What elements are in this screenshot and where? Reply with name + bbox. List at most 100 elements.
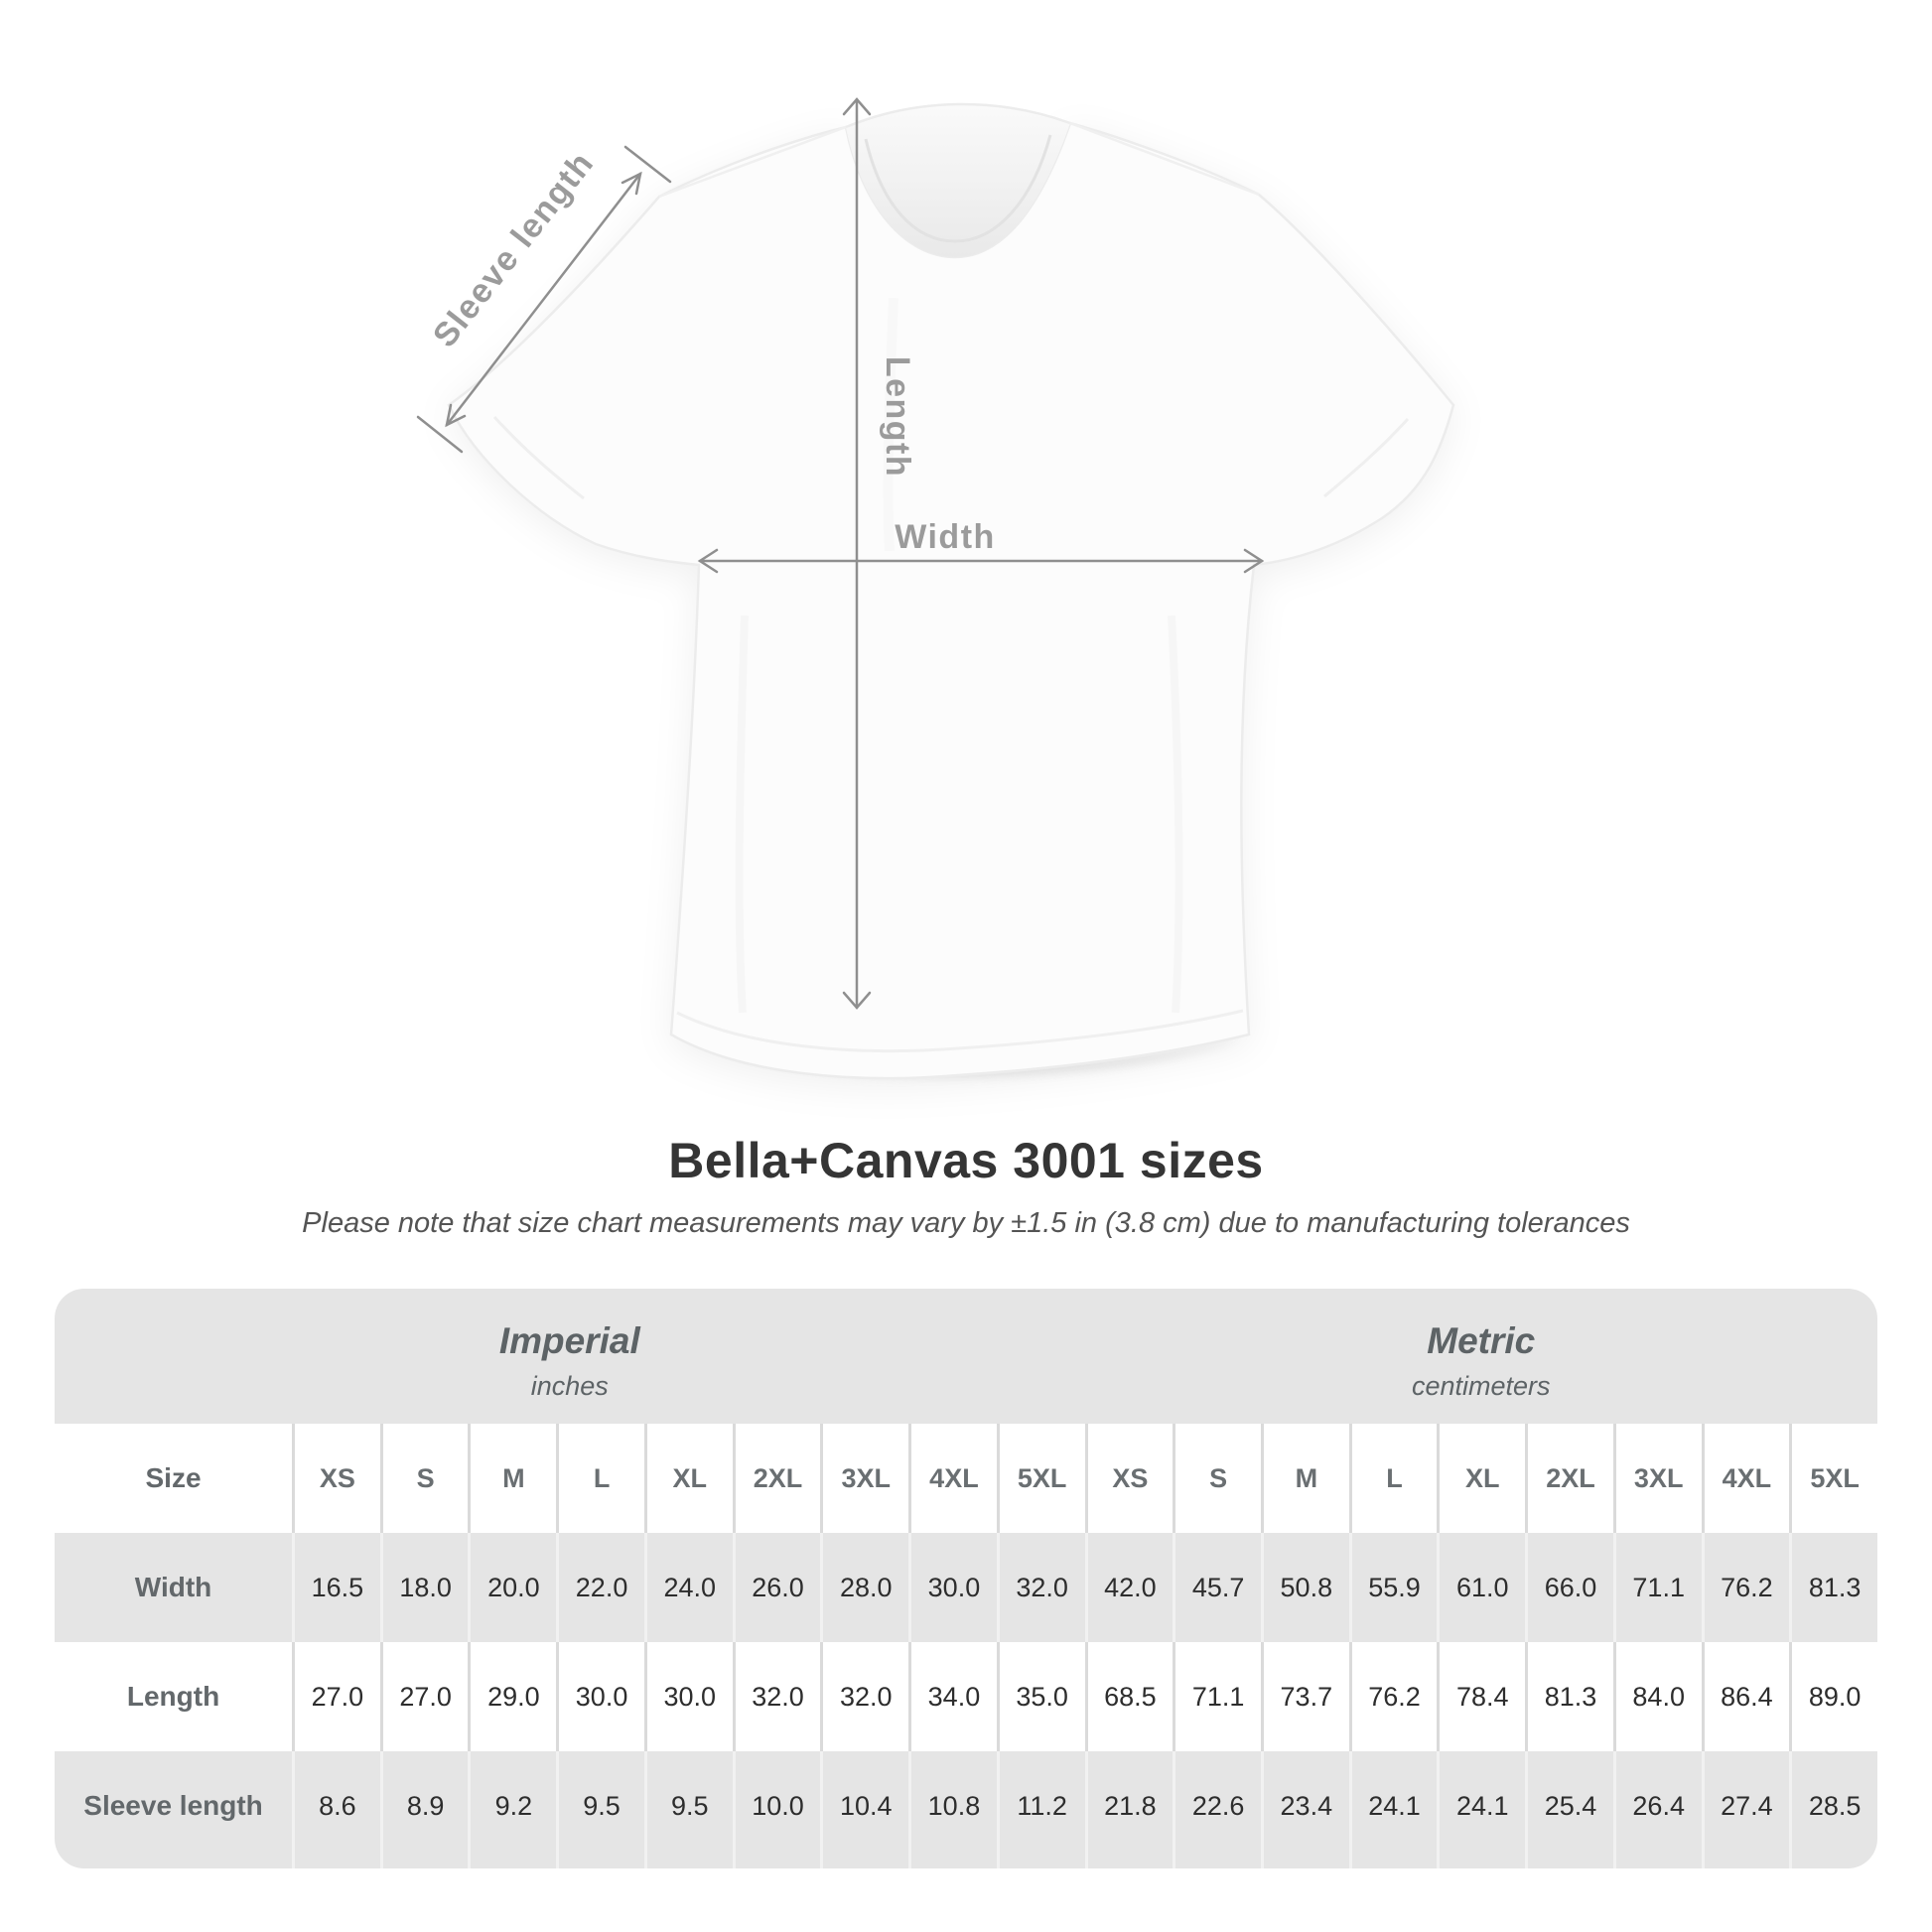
length-metric-s: 71.1 (1173, 1642, 1261, 1751)
metric-size-s: S (1173, 1424, 1261, 1533)
row-label-width: Width (134, 1572, 212, 1602)
tshirt-left-cuff-fold (492, 415, 585, 500)
width-imperial-5xl: 32.0 (996, 1533, 1085, 1642)
metric-unit: centimeters (1411, 1371, 1551, 1401)
sleeve-length-arrow (416, 145, 672, 454)
sleeve-metric-xl: 24.1 (1437, 1751, 1525, 1868)
imperial-size-xs: XS (292, 1424, 380, 1533)
size-table: Imperial inches Metric centimeters Size … (55, 1289, 1877, 1868)
length-metric-5xl: 89.0 (1789, 1642, 1877, 1751)
row-label-sleeve-length: Sleeve length (83, 1790, 263, 1821)
metric-size-2xl: 2XL (1525, 1424, 1613, 1533)
sleeve-imperial-xl: 9.5 (643, 1751, 733, 1868)
page-title: Bella+Canvas 3001 sizes (668, 1133, 1264, 1188)
sleeve-imperial-2xl: 10.0 (732, 1751, 821, 1868)
table-row-sleeve-length: Sleeve length 8.6 8.9 9.2 9.5 9.5 10.0 1… (55, 1751, 1877, 1868)
sleeve-imperial-xs: 8.6 (292, 1751, 380, 1868)
metric-size-3xl: 3XL (1612, 1424, 1702, 1533)
sleeve-imperial-4xl: 10.8 (908, 1751, 997, 1868)
length-imperial-5xl: 35.0 (996, 1642, 1085, 1751)
metric-size-5xl: 5XL (1789, 1424, 1877, 1533)
imperial-title: Imperial (498, 1320, 640, 1361)
tshirt-left-shoulder-seam (658, 125, 847, 199)
length-arrow (842, 97, 872, 1010)
metric-size-m: M (1260, 1424, 1349, 1533)
metric-header: Metric centimeters (1085, 1289, 1877, 1424)
imperial-unit: inches (530, 1371, 609, 1401)
sleeve-imperial-3xl: 10.4 (820, 1751, 908, 1868)
length-metric-2xl: 81.3 (1525, 1642, 1613, 1751)
tshirt-diagram-svg: Length Width Sleeve length (416, 97, 1455, 1080)
length-metric-m: 73.7 (1260, 1642, 1349, 1751)
tshirt-right-cuff-fold (1323, 417, 1410, 498)
metric-size-4xl: 4XL (1701, 1424, 1790, 1533)
sleeve-imperial-5xl: 11.2 (996, 1751, 1085, 1868)
sleeve-metric-xs: 21.8 (1084, 1751, 1173, 1868)
length-imperial-m: 29.0 (468, 1642, 556, 1751)
imperial-size-s: S (379, 1424, 469, 1533)
length-metric-3xl: 84.0 (1612, 1642, 1702, 1751)
width-arrow (697, 548, 1265, 574)
length-imperial-3xl: 32.0 (820, 1642, 908, 1751)
width-imperial-xs: 16.5 (292, 1533, 380, 1642)
metric-size-l: L (1348, 1424, 1438, 1533)
table-row-length: Length 27.0 27.0 29.0 30.0 30.0 32.0 32.… (55, 1642, 1877, 1751)
sleeve-metric-5xl: 28.5 (1789, 1751, 1877, 1868)
width-metric-4xl: 76.2 (1701, 1533, 1790, 1642)
width-metric-s: 45.7 (1173, 1533, 1261, 1642)
width-metric-xl: 61.0 (1437, 1533, 1525, 1642)
sleeve-imperial-l: 9.5 (556, 1751, 644, 1868)
width-imperial-2xl: 26.0 (732, 1533, 821, 1642)
length-metric-l: 76.2 (1348, 1642, 1438, 1751)
tshirt-hem-stitch-line (676, 1009, 1244, 1053)
imperial-size-5xl: 5XL (996, 1424, 1085, 1533)
imperial-size-2xl: 2XL (732, 1424, 821, 1533)
unit-header-row: Imperial inches Metric centimeters (55, 1289, 1877, 1424)
length-imperial-xs: 27.0 (292, 1642, 380, 1751)
tshirt-collar-inner-line (864, 134, 1052, 243)
length-imperial-l: 30.0 (556, 1642, 644, 1751)
imperial-size-4xl: 4XL (908, 1424, 997, 1533)
width-imperial-l: 22.0 (556, 1533, 644, 1642)
width-metric-3xl: 71.1 (1612, 1533, 1702, 1642)
table-row-width: Width 16.5 18.0 20.0 22.0 24.0 26.0 28.0… (55, 1533, 1877, 1642)
width-metric-2xl: 66.0 (1525, 1533, 1613, 1642)
table-header-row: Size XS S M L XL 2XL 3XL 4XL 5XL XS S M … (55, 1424, 1877, 1533)
width-metric-5xl: 81.3 (1789, 1533, 1877, 1642)
imperial-header: Imperial inches (55, 1289, 1085, 1424)
length-imperial-2xl: 32.0 (732, 1642, 821, 1751)
width-imperial-xl: 24.0 (643, 1533, 733, 1642)
row-label-length: Length (126, 1681, 220, 1712)
length-metric-xs: 68.5 (1084, 1642, 1173, 1751)
width-imperial-m: 20.0 (468, 1533, 556, 1642)
sleeve-imperial-m: 9.2 (468, 1751, 556, 1868)
sleeve-imperial-s: 8.9 (379, 1751, 469, 1868)
tshirt-diagram: Length Width Sleeve length (416, 97, 1455, 1080)
metric-size-xl: XL (1437, 1424, 1525, 1533)
imperial-size-xl: XL (643, 1424, 733, 1533)
tshirt-right-shoulder-seam (1069, 121, 1260, 197)
sleeve-metric-s: 22.6 (1173, 1751, 1261, 1868)
width-imperial-3xl: 28.0 (820, 1533, 908, 1642)
width-imperial-s: 18.0 (379, 1533, 469, 1642)
metric-title: Metric (1427, 1320, 1536, 1361)
length-metric-xl: 78.4 (1437, 1642, 1525, 1751)
sleeve-metric-3xl: 26.4 (1612, 1751, 1702, 1868)
tshirt-neck-opening (846, 103, 1070, 257)
metric-size-xs: XS (1084, 1424, 1173, 1533)
sleeve-metric-m: 23.4 (1260, 1751, 1349, 1868)
length-label: Length (879, 356, 916, 478)
width-imperial-4xl: 30.0 (908, 1533, 997, 1642)
imperial-size-l: L (556, 1424, 644, 1533)
width-metric-xs: 42.0 (1084, 1533, 1173, 1642)
imperial-size-m: M (468, 1424, 556, 1533)
width-metric-m: 50.8 (1260, 1533, 1349, 1642)
length-metric-4xl: 86.4 (1701, 1642, 1790, 1751)
sleeve-metric-2xl: 25.4 (1525, 1751, 1613, 1868)
heading-block: Bella+Canvas 3001 sizes Please note that… (0, 1130, 1932, 1241)
length-imperial-xl: 30.0 (643, 1642, 733, 1751)
width-metric-l: 55.9 (1348, 1533, 1438, 1642)
sleeve-metric-l: 24.1 (1348, 1751, 1438, 1868)
width-label: Width (895, 518, 996, 556)
